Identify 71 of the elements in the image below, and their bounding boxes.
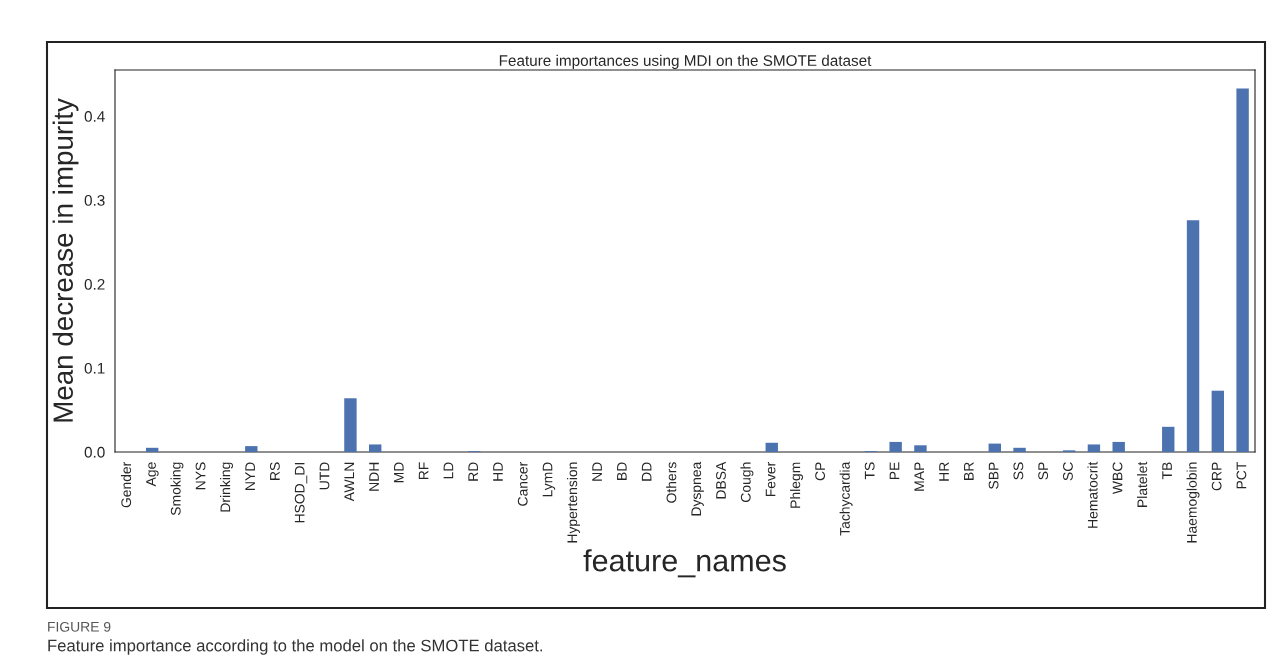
x-tick-label: Hypertension [567, 462, 580, 543]
bar [988, 443, 1001, 452]
x-tick-label: TS [864, 462, 875, 480]
x-tick-label: Tachycardia [839, 461, 853, 536]
x-tick-label: HSOD_DI [294, 463, 308, 523]
y-axis-title: Mean decrease in impurity [52, 98, 79, 422]
x-tick-label: LD [443, 462, 454, 479]
bar [1013, 447, 1026, 452]
x-tick-label: TB [1162, 462, 1172, 480]
x-tick-label: MD [394, 462, 404, 483]
x-tick-label: BR [964, 462, 974, 480]
x-tick-label: RD [468, 462, 478, 481]
x-tick-label: NYS [195, 462, 206, 490]
x-tick-label: ND [592, 462, 602, 481]
x-tick-label: Age [146, 462, 159, 487]
x-tick-label: MAP [914, 462, 925, 491]
x-tick-label: Others [666, 462, 677, 503]
x-tick-label: CRP [1211, 462, 1222, 491]
bar [914, 445, 927, 452]
bar [1162, 426, 1175, 452]
x-tick-label: DBSA [716, 461, 726, 499]
x-tick-label: RS [269, 462, 280, 480]
x-tick-label: WBC [1112, 462, 1123, 495]
bar [1087, 444, 1101, 452]
bar [1186, 220, 1200, 452]
x-tick-label: Cancer [517, 461, 528, 506]
x-tick-label: Drinking [220, 462, 233, 512]
x-tick-label: Hematocrit [1087, 461, 1098, 528]
x-tick-label: Haemoglobin [1186, 462, 1200, 543]
bar [369, 444, 382, 452]
x-tick-label: PCT [1236, 462, 1247, 489]
bar [1112, 441, 1125, 452]
y-tick-label: 0.0 [84, 446, 105, 458]
y-tick-label: 0.2 [84, 278, 105, 290]
x-tick-label: DD [641, 462, 652, 481]
x-axis-title: feature_names [583, 549, 786, 578]
x-tick-label: NDH [369, 462, 379, 491]
x-tick-label: UTD [319, 462, 330, 490]
x-tick-label: HR [939, 462, 949, 481]
x-tick-label: SC [1063, 462, 1073, 481]
bar [145, 447, 159, 452]
caption: FIGURE 9 [48, 621, 111, 632]
x-tick-label: Phlegm [790, 462, 803, 508]
x-tick-label: SBP [988, 462, 999, 489]
x-tick-label: Gender [120, 461, 132, 508]
x-tick-label: RF [418, 462, 429, 480]
chart-title: Feature importances using MDI on the SMOTE dataset [499, 54, 872, 69]
x-tick-label: LymD [542, 462, 556, 497]
y-tick-label: 0.1 [84, 362, 105, 374]
x-tick-label: Fever [765, 461, 776, 497]
x-tick-label: NYD [245, 462, 255, 490]
bar [344, 398, 357, 452]
bar [1211, 390, 1225, 452]
bar [245, 446, 258, 452]
y-tick-label: 0.4 [84, 111, 105, 122]
x-tick-label: Platelet [1137, 461, 1148, 507]
bar [889, 441, 902, 452]
x-tick-label: BD [617, 462, 627, 480]
x-tick-label: Smoking [170, 462, 184, 516]
x-tick-label: AWLN [344, 462, 355, 502]
x-tick-label: Cough [740, 462, 754, 502]
bar [1236, 88, 1249, 452]
x-tick-label: CP [815, 462, 826, 481]
x-tick-label: HD [493, 462, 503, 481]
bar [765, 442, 778, 452]
x-tick-label: SP [1038, 462, 1049, 480]
x-tick-label: PE [889, 462, 900, 480]
text: Feature importance according to the model on the SMOTE dataset. [48, 639, 543, 655]
x-tick-label: SS [1013, 462, 1024, 480]
y-tick-label: 0.3 [84, 195, 105, 206]
x-tick-label: Dyspnea [691, 461, 704, 516]
